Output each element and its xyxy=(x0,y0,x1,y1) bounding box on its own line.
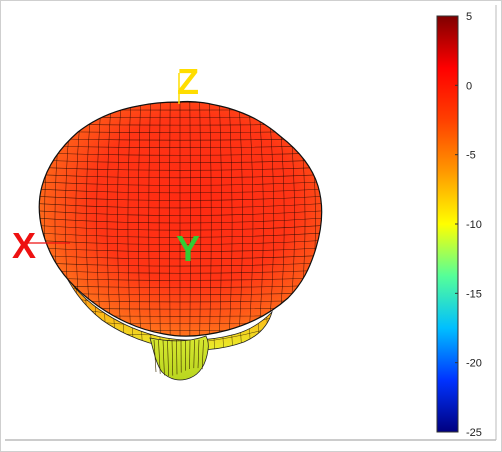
mesh-stem-line xyxy=(176,339,178,375)
mesh-meridian-line xyxy=(127,101,133,337)
surface-main-lobe xyxy=(38,100,323,337)
mesh-stem-line xyxy=(171,339,174,376)
colorbar-tick-label: 0 xyxy=(466,80,472,92)
mesh-parallel-line xyxy=(39,173,322,179)
colorbar-tick-label: -15 xyxy=(466,288,482,300)
mesh-parallel-line xyxy=(39,215,322,224)
mesh-meridian-line xyxy=(247,101,254,337)
z-axis-indicator: Z xyxy=(177,61,199,104)
mesh-parallel-line xyxy=(39,187,322,194)
mesh-parallel-line xyxy=(39,208,322,216)
colorbar-tick-label: -20 xyxy=(466,358,482,370)
mesh-meridian-line xyxy=(169,101,171,337)
mesh-parallel-line xyxy=(39,223,322,231)
colorbar-tick-label: 5 xyxy=(466,11,472,23)
mesh-stem-line xyxy=(197,339,200,369)
colorbar-tick-label: -10 xyxy=(466,219,482,231)
mesh-meridian-line xyxy=(218,101,222,337)
mesh-parallel-line xyxy=(39,253,322,260)
surface-back-lobe-mesh xyxy=(153,339,204,376)
mesh-stem-line xyxy=(162,339,165,376)
mesh-parallel-line xyxy=(39,165,322,171)
mesh-meridian-line xyxy=(138,101,142,337)
mesh-stem-line xyxy=(193,339,195,369)
mesh-meridian-line xyxy=(227,101,233,337)
mesh-stem-line xyxy=(201,339,204,370)
colorbar-ticks: 5 0 -5 -10 -15 -20 -25 xyxy=(455,11,482,439)
mesh-parallel-line xyxy=(39,180,322,186)
x-axis-label: X xyxy=(12,225,36,266)
mesh-parallel-line xyxy=(39,230,322,238)
mesh-meridian-line xyxy=(199,101,202,337)
mesh-parallel-line xyxy=(39,201,322,209)
mesh-meridian-line xyxy=(237,101,243,337)
colorbar-tick-label: -5 xyxy=(466,150,476,162)
x-axis-indicator: X xyxy=(12,225,70,266)
y-axis-indicator: Y xyxy=(176,228,200,269)
mesh-parallel-line xyxy=(39,238,322,245)
mesh-meridian-line xyxy=(158,101,161,337)
mesh-parallel-line xyxy=(39,194,322,201)
mesh-meridian-line xyxy=(189,101,191,337)
colorbar-tick-label: -25 xyxy=(466,427,482,439)
colorbar-scale xyxy=(436,15,459,433)
radiation-pattern-surface xyxy=(38,100,323,381)
mesh-stem-line xyxy=(167,339,169,376)
mesh-stem-line xyxy=(153,339,157,373)
mesh-stem-line xyxy=(158,339,161,374)
mesh-meridian-line xyxy=(208,101,212,337)
surface-lower-lobe xyxy=(55,255,273,351)
z-axis-label: Z xyxy=(177,61,199,102)
mesh-meridian-line xyxy=(148,101,152,337)
colorbar: 5 0 -5 -10 -15 -20 -25 xyxy=(436,11,482,439)
mesh-parallel-line xyxy=(39,246,322,252)
y-axis-label: Y xyxy=(176,228,200,269)
